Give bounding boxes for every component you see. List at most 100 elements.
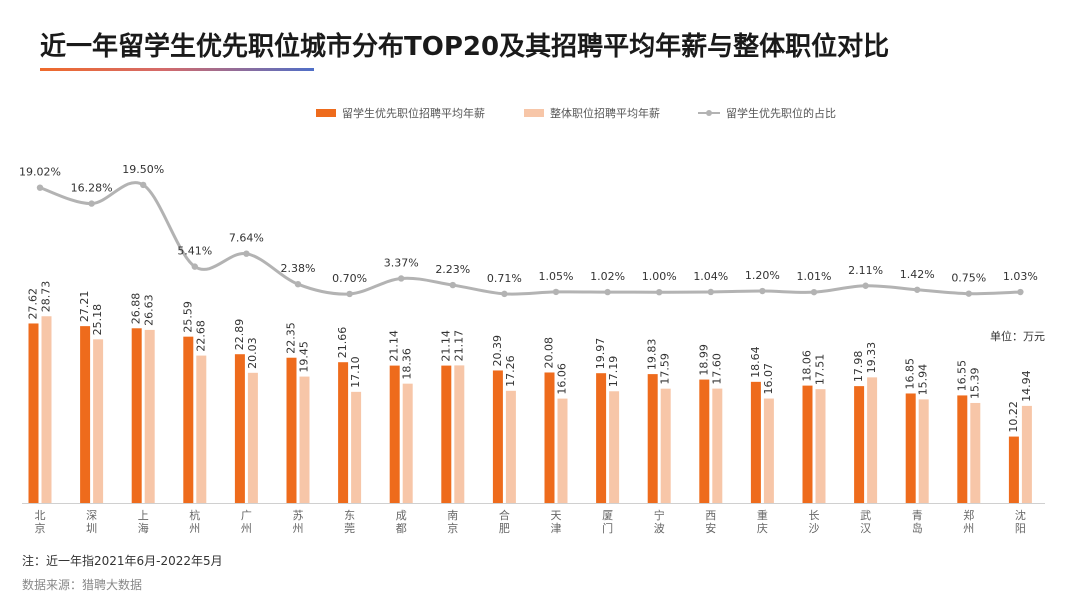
legend-label-overall: 整体职位招聘平均年薪 <box>550 107 660 120</box>
bar-overall-value-17: 19.33 <box>865 342 878 374</box>
bar-overall-value-10: 17.26 <box>504 355 517 387</box>
bar-overseas-19 <box>957 395 968 503</box>
bar-overall-value-16: 17.51 <box>814 354 827 386</box>
ratio-label-14: 1.04% <box>693 270 728 283</box>
bar-overall-value-7: 17.10 <box>349 356 362 388</box>
ratio-point-9 <box>449 281 456 289</box>
ratio-label-7: 0.70% <box>332 272 367 285</box>
ratio-point-15 <box>759 287 766 295</box>
bar-overall-value-1: 28.73 <box>40 281 53 313</box>
bar-overseas-20 <box>1008 436 1019 503</box>
ratio-point-12 <box>604 288 611 296</box>
ratio-label-4: 5.41% <box>177 245 212 258</box>
x-tick-label-18: 青岛 <box>912 509 923 535</box>
source-note: 数据来源：猎聘大数据 <box>22 578 143 592</box>
bar-overall-11 <box>557 398 568 503</box>
bar-overall-value-4: 22.68 <box>194 320 207 352</box>
bar-overseas-value-12: 19.97 <box>594 338 607 370</box>
ratio-point-14 <box>707 288 714 296</box>
bar-overall-value-11: 16.06 <box>556 363 569 395</box>
bar-overseas-value-11: 20.08 <box>543 337 556 369</box>
ratio-point-6 <box>294 280 302 288</box>
bar-overseas-2 <box>80 326 91 503</box>
bar-overseas-14 <box>699 379 710 503</box>
bar-overall-value-9: 21.17 <box>452 330 465 362</box>
legend-label-overseas: 留学生优先职位招聘平均年薪 <box>342 107 485 120</box>
ratio-label-10: 0.71% <box>487 272 522 285</box>
x-tick-label-6: 苏州 <box>293 509 304 535</box>
bar-overseas-4 <box>183 336 194 503</box>
bar-overseas-value-2: 27.21 <box>78 291 91 323</box>
bar-overseas-5 <box>234 354 245 503</box>
ratio-point-3 <box>140 181 147 189</box>
bar-overseas-value-6: 22.35 <box>285 322 298 354</box>
chart-legend: 留学生优先职位招聘平均年薪 整体职位招聘平均年薪 留学生优先职位的占比 <box>0 105 1080 121</box>
bar-overall-9 <box>454 365 465 503</box>
ratio-label-17: 2.11% <box>848 264 883 277</box>
bar-overseas-9 <box>441 365 452 503</box>
x-tick-label-4: 杭州 <box>189 508 200 535</box>
ratio-label-6: 2.38% <box>281 262 316 275</box>
bar-overall-value-2: 25.18 <box>91 304 104 336</box>
x-tick-label-14: 西安 <box>705 509 716 535</box>
bar-overseas-value-15: 18.64 <box>749 346 762 378</box>
bar-overseas-10 <box>492 370 503 503</box>
ratio-label-1: 19.02% <box>19 166 61 179</box>
ratio-label-18: 1.42% <box>900 268 935 281</box>
bar-overseas-7 <box>338 362 349 503</box>
ratio-label-8: 3.37% <box>384 256 419 269</box>
bar-overseas-1 <box>28 323 39 503</box>
x-tick-label-11: 天津 <box>551 509 562 535</box>
page-title: 近一年留学生优先职位城市分布TOP20及其招聘平均年薪与整体职位对比 <box>40 32 890 62</box>
ratio-point-8 <box>398 275 405 282</box>
x-tick-label-16: 长沙 <box>809 509 820 535</box>
bar-overall-value-14: 17.60 <box>710 353 723 385</box>
bar-overseas-value-9: 21.14 <box>439 330 452 362</box>
legend-swatch-overseas <box>316 109 336 117</box>
bar-overall-10 <box>505 390 516 503</box>
bar-overseas-value-4: 25.59 <box>181 301 194 333</box>
bar-overseas-11 <box>544 372 555 503</box>
x-tick-label-12: 厦门 <box>602 509 613 535</box>
bar-overall-13 <box>660 388 671 503</box>
ratio-line <box>38 181 1022 296</box>
unit-label: 单位：万元 <box>990 330 1045 343</box>
bar-overall-value-13: 17.59 <box>659 353 672 385</box>
bar-overall-18 <box>918 399 929 503</box>
bar-overall-8 <box>402 383 413 503</box>
bar-overseas-value-14: 18.99 <box>697 344 710 376</box>
bar-overseas-value-8: 21.14 <box>388 330 401 362</box>
ratio-point-10 <box>501 290 508 298</box>
ratio-label-9: 2.23% <box>435 263 470 276</box>
footnote: 注：近一年指2021年6月-2022年5月 <box>22 554 223 568</box>
legend-line-ratio <box>698 110 720 116</box>
bar-overseas-18 <box>905 393 916 503</box>
bar-overseas-value-16: 18.06 <box>801 350 814 382</box>
bar-overall-value-3: 26.63 <box>143 294 156 326</box>
ratio-label-20: 1.03% <box>1003 270 1038 283</box>
ratio-label-3: 19.50% <box>122 163 164 176</box>
bar-overseas-value-18: 16.85 <box>904 358 917 390</box>
ratio-point-1 <box>36 184 44 191</box>
ratio-point-17 <box>862 282 869 289</box>
bar-overseas-value-20: 10.22 <box>1007 401 1020 433</box>
ratio-point-13 <box>656 289 663 296</box>
bar-overall-7 <box>351 391 362 503</box>
x-tick-label-20: 沈阳 <box>1015 508 1026 535</box>
bar-overall-value-18: 15.94 <box>917 364 930 396</box>
bar-overall-value-19: 15.39 <box>968 367 981 399</box>
bar-overseas-12 <box>596 373 607 503</box>
ratio-point-18 <box>914 286 921 293</box>
bar-overall-4 <box>196 355 207 503</box>
bar-overall-16 <box>815 389 826 503</box>
bar-overseas-15 <box>750 381 761 503</box>
bar-overall-20 <box>1021 405 1032 503</box>
x-tick-label-13: 宁波 <box>654 508 665 535</box>
ratio-point-7 <box>346 290 353 298</box>
bar-overseas-value-7: 21.66 <box>336 327 349 359</box>
bar-overseas-value-13: 19.83 <box>646 339 659 371</box>
x-tick-label-10: 合肥 <box>499 508 510 535</box>
bar-overseas-value-3: 26.88 <box>130 293 143 325</box>
ratio-point-4 <box>191 263 198 270</box>
